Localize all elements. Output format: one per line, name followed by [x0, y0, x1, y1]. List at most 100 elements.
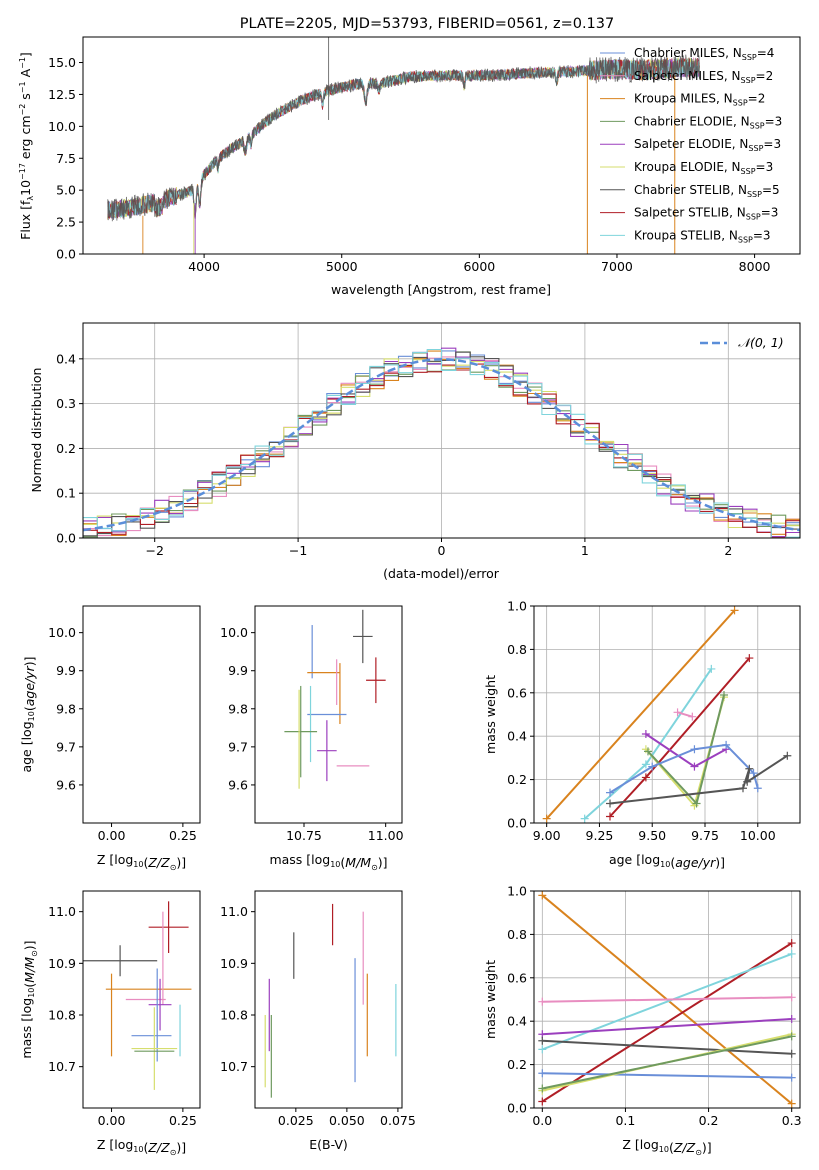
error-bars [264, 903, 397, 1098]
panel-2: −2 −1 0 1 2 0.0 0.1 0.2 0.3 0.4 (data-model)/error… [29, 322, 801, 581]
weight-line [542, 1072, 792, 1079]
weight-marker [720, 690, 728, 699]
weight-marker [787, 1099, 796, 1108]
weight-marker [787, 1049, 796, 1058]
x-tick-label: 4000 [188, 259, 220, 274]
error-bars [83, 901, 192, 1090]
weight-marker [753, 784, 762, 793]
weight-marker [787, 949, 796, 958]
weight-line [609, 657, 751, 818]
weight-line [541, 952, 793, 1051]
legend-label: 𝒩(0, 1) [738, 335, 784, 350]
y-tick-label: 9.8 [228, 701, 248, 716]
y-tick-label: 11.0 [48, 904, 76, 919]
legend: Chabrier MILES, NSSP=4 Salpeter MILES, NS… [600, 46, 782, 244]
x-tick-label: 9.75 [691, 828, 719, 843]
y-tick-label: 9.7 [228, 739, 248, 754]
weight-marker [648, 762, 657, 771]
panel-6: 0.00 0.25 10.7 10.8 10.9 11.0 Z [log10(Z/Z⊙)] m… [19, 890, 201, 1157]
y-tick-label: 0.1 [56, 486, 76, 501]
weight-marker [707, 664, 716, 673]
weight-marker [641, 773, 650, 782]
x-tick-label: 8000 [739, 259, 771, 274]
x-tick-label: 2 [724, 543, 732, 558]
axes-frame [254, 605, 403, 824]
x-tick-label: 9.50 [638, 828, 666, 843]
axes-frame [533, 890, 801, 1109]
y-tick-label: 0.4 [56, 351, 76, 366]
x-tick-label: −1 [289, 543, 307, 558]
weight-marker [692, 799, 701, 808]
weight-line [647, 694, 725, 806]
y-tick-label: 5.0 [56, 183, 76, 198]
histograms [83, 347, 800, 538]
weight-marker [538, 891, 547, 900]
weight-marker [787, 1015, 796, 1024]
legend-label: Kroupa STELIB, NSSP=3 [634, 228, 771, 244]
legend-label: Salpeter STELIB, NSSP=3 [634, 206, 778, 222]
y-axis-label: mass weight [483, 960, 498, 1039]
y-axis-label: age [log10(age/yr)] [19, 656, 37, 772]
y-tick-label: 10.0 [220, 625, 248, 640]
y-tick-label: 0.8 [507, 642, 527, 657]
x-axis-label: Z [log10(Z/Z⊙)] [97, 1137, 186, 1157]
weight-marker [641, 760, 650, 769]
weight-marker [538, 997, 547, 1006]
legend-label: Kroupa MILES, NSSP=2 [634, 92, 765, 108]
axes-frame [82, 605, 201, 824]
y-tick-label: 9.6 [56, 777, 76, 792]
x-axis-label: Z [log10(Z/Z⊙)] [622, 1137, 711, 1157]
weight-marker [690, 745, 699, 754]
weight-marker [745, 764, 754, 773]
y-tick-label: 1.0 [507, 884, 527, 899]
y-tick-label: 0.8 [507, 927, 527, 942]
y-tick-label: 0.0 [507, 816, 527, 831]
weight-line [542, 1039, 792, 1055]
x-tick-label: 0.050 [329, 1113, 365, 1128]
error-bars [284, 609, 386, 789]
x-axis-label: E(B-V) [309, 1137, 348, 1152]
weight-marker [644, 747, 652, 756]
x-tick-label: 0.025 [278, 1113, 314, 1128]
y-tick-label: 10.0 [48, 119, 76, 134]
legend-label: Salpeter MILES, NSSP=2 [634, 69, 773, 85]
y-axis-label: Flux [fλ10−17 erg cm−2 s−1 A−1] [18, 52, 35, 240]
weight-marker [787, 1032, 796, 1041]
weight-marker [787, 993, 796, 1002]
x-tick-label: 0 [438, 543, 446, 558]
panel-7: 0.025 0.050 0.075 10.7 10.8 10.9 11.0 E(B-V) [220, 890, 416, 1152]
weight-line [609, 743, 759, 794]
histogram-step [83, 348, 800, 538]
panel-8: 0.0 0.1 0.2 0.3 0.0 0.2 0.4 0.6 0.8 1.0 Z [log10(Z… [483, 884, 802, 1158]
y-tick-label: 0.2 [507, 1057, 527, 1072]
y-tick-label: 0.0 [56, 247, 76, 262]
weight-marker [783, 751, 792, 760]
weight-marker [730, 606, 739, 615]
weight-marker [787, 1073, 796, 1082]
x-axis-label: (data-model)/error [383, 566, 500, 581]
weight-marker [787, 939, 796, 948]
legend-label: Kroupa ELODIE, NSSP=3 [634, 160, 773, 176]
weight-marker [542, 814, 551, 823]
weight-lines [542, 606, 792, 823]
y-tick-label: 11.0 [220, 904, 248, 919]
axes-frame [82, 890, 201, 1109]
weight-marker [538, 1084, 547, 1093]
y-tick-label: 15.0 [48, 55, 76, 70]
weight-line [542, 1035, 792, 1090]
y-tick-label: 0.6 [507, 970, 527, 985]
y-tick-label: 10.9 [48, 956, 76, 971]
x-axis-label: wavelength [Angstrom, rest frame] [331, 282, 551, 297]
spectra [107, 37, 700, 254]
weight-marker [606, 788, 614, 797]
x-axis-label: age [log10(age/yr)] [609, 852, 725, 870]
weight-line [677, 711, 693, 718]
y-tick-label: 0.4 [507, 1014, 527, 1029]
y-tick-label: 10.7 [48, 1059, 76, 1074]
y-tick-label: 0.2 [507, 772, 527, 787]
panel-1: 4000 5000 6000 7000 8000 0.0 2.5 5.0 7.5 10.0 12.5… [18, 16, 801, 297]
x-tick-label: 0.25 [169, 828, 197, 843]
y-tick-label: 1.0 [507, 599, 527, 614]
y-tick-label: 0.4 [507, 729, 527, 744]
x-tick-label: 0.25 [169, 1113, 197, 1128]
